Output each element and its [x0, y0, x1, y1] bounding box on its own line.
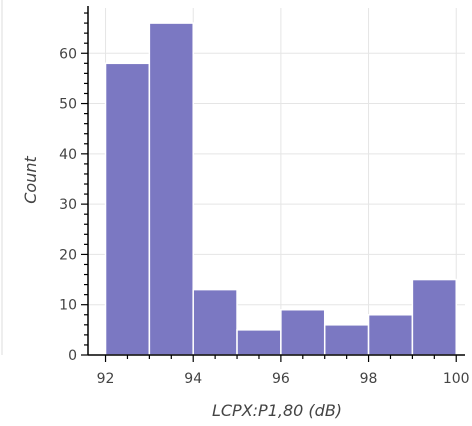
histogram-bar [148, 22, 194, 356]
x-tick-labels: 92 94 96 98 100 [97, 371, 470, 387]
x-tick-label: 98 [360, 371, 378, 387]
x-tick-label: 94 [184, 371, 202, 387]
y-tick-label: 20 [59, 247, 77, 263]
y-tick-label: 10 [59, 298, 77, 314]
histogram-bar [367, 314, 414, 356]
y-tick-label: 40 [59, 147, 77, 163]
x-tick-label: 100 [443, 371, 470, 387]
y-tick-label: 60 [59, 46, 77, 62]
axes [81, 6, 465, 362]
histogram-bar [236, 329, 282, 356]
y-tick-labels: 0 10 20 30 40 50 60 [59, 46, 77, 364]
x-tick-label: 96 [272, 371, 290, 387]
y-tick-label: 0 [68, 348, 77, 364]
y-axis-title: Count [21, 156, 40, 204]
histogram-bar [411, 278, 457, 356]
histogram-bar [280, 308, 326, 356]
x-tick-label: 92 [97, 371, 115, 387]
histogram-bar [104, 62, 151, 356]
histogram-bars [104, 22, 457, 356]
y-tick-label: 30 [59, 197, 77, 213]
histogram-bar [323, 324, 370, 356]
x-axis-title: LCPX:P1,80 (dB) [212, 401, 342, 420]
y-tick-label: 50 [59, 97, 77, 113]
histogram-bar [192, 288, 238, 356]
